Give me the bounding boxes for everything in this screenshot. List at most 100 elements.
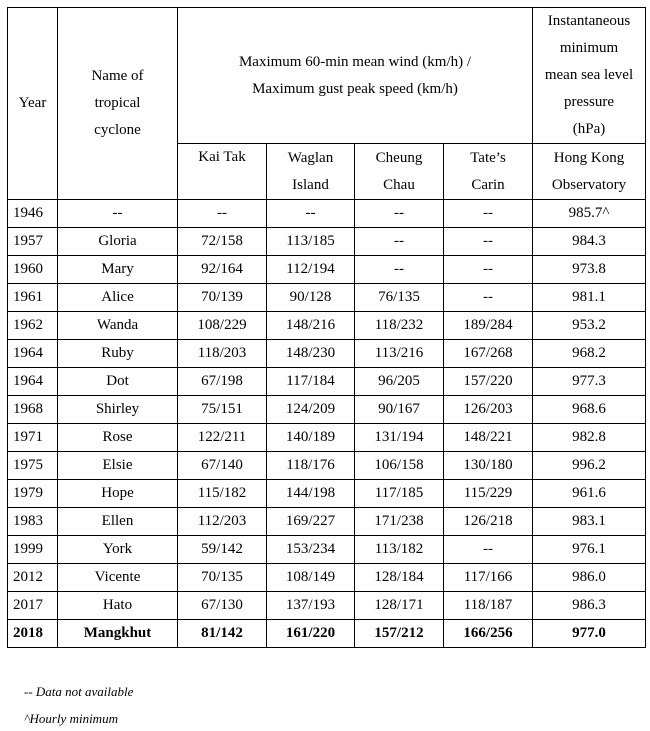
cell-waglan: 90/128: [266, 283, 355, 312]
header-station-cheung: Cheung Chau: [354, 143, 444, 200]
cell-pressure: 973.8: [532, 255, 646, 284]
cell-cheung: 113/216: [354, 339, 444, 368]
cell-kaitak: 112/203: [177, 507, 267, 536]
cell-pressure: 977.3: [532, 367, 646, 396]
cell-cheung: 128/184: [354, 563, 444, 592]
cell-waglan: 108/149: [266, 563, 355, 592]
cell-name: York: [57, 535, 178, 564]
cell-kaitak: 70/139: [177, 283, 267, 312]
cell-cheung: 117/185: [354, 479, 444, 508]
cell-cheung: 171/238: [354, 507, 444, 536]
cell-year: 1968: [7, 395, 58, 424]
station-line: Hong Kong: [553, 149, 625, 166]
cell-waglan: 113/185: [266, 227, 355, 256]
cell-name: Mary: [57, 255, 178, 284]
table-row: 1960 Mary 92/164 112/194 -- -- 973.8: [7, 255, 646, 284]
cell-pressure: 982.8: [532, 423, 646, 452]
cell-waglan: 137/193: [266, 591, 355, 620]
cell-year: 1962: [7, 311, 58, 340]
cell-kaitak: 67/130: [177, 591, 267, 620]
cell-waglan: 144/198: [266, 479, 355, 508]
cell-tates: 126/203: [443, 395, 533, 424]
cell-year: 1983: [7, 507, 58, 536]
station-line: Carin: [471, 176, 505, 193]
cell-tates: 130/180: [443, 451, 533, 480]
cell-year: 1975: [7, 451, 58, 480]
cell-tates: --: [443, 535, 533, 564]
table-row: 1962 Wanda 108/229 148/216 118/232 189/284 953…: [7, 311, 646, 340]
cell-name: Dot: [57, 367, 178, 396]
cell-kaitak: 59/142: [177, 535, 267, 564]
cell-pressure: 968.2: [532, 339, 646, 368]
cell-waglan: 148/230: [266, 339, 355, 368]
cell-year: 1961: [7, 283, 58, 312]
header-station-waglan: Waglan Island: [266, 143, 355, 200]
cell-tates: --: [443, 227, 533, 256]
cell-year: 1999: [7, 535, 58, 564]
cell-pressure: 981.1: [532, 283, 646, 312]
cell-pressure: 984.3: [532, 227, 646, 256]
cell-name: Alice: [57, 283, 178, 312]
header-wind-line: Maximum gust peak speed (km/h): [252, 80, 458, 97]
cell-pressure: 986.3: [532, 591, 646, 620]
cell-year: 2018: [7, 619, 58, 648]
cell-year: 2017: [7, 591, 58, 620]
cell-pressure: 983.1: [532, 507, 646, 536]
cell-name: Hope: [57, 479, 178, 508]
cell-waglan: 140/189: [266, 423, 355, 452]
note-data-not-available: -- Data not available: [24, 684, 134, 699]
cell-kaitak: 70/135: [177, 563, 267, 592]
cell-cheung: 157/212: [354, 619, 444, 648]
header-pressure: Instantaneous minimum mean sea level pre…: [532, 7, 646, 144]
cell-waglan: 118/176: [266, 451, 355, 480]
header-name: Name of tropical cyclone: [57, 7, 178, 200]
cell-kaitak: 92/164: [177, 255, 267, 284]
cell-waglan: --: [266, 199, 355, 228]
station-line: Tate’s: [470, 149, 506, 166]
cell-kaitak: 81/142: [177, 619, 267, 648]
cell-cheung: 128/171: [354, 591, 444, 620]
cell-cheung: --: [354, 199, 444, 228]
cell-kaitak: 122/211: [177, 423, 267, 452]
cell-pressure: 976.1: [532, 535, 646, 564]
cell-cheung: 76/135: [354, 283, 444, 312]
header-station-kaitak: Kai Tak: [177, 143, 267, 200]
cell-pressure: 985.7^: [532, 199, 646, 228]
cell-tates: 157/220: [443, 367, 533, 396]
header-name-line: Name of: [91, 68, 144, 84]
cell-kaitak: 115/182: [177, 479, 267, 508]
header-pressure-line: minimum: [559, 40, 619, 56]
station-line: Waglan: [287, 149, 334, 166]
cell-kaitak: --: [177, 199, 267, 228]
cell-waglan: 161/220: [266, 619, 355, 648]
table-row: 1964 Dot 67/198 117/184 96/205 157/220 977.3: [7, 367, 646, 396]
cell-cheung: 131/194: [354, 423, 444, 452]
cell-tates: 167/268: [443, 339, 533, 368]
cyclone-table: Year Name of tropical cyclone Maximum 60…: [7, 7, 646, 648]
cell-tates: 117/166: [443, 563, 533, 592]
station-line: Island: [292, 176, 329, 193]
header-pressure-line: Instantaneous: [547, 13, 631, 29]
header-year: Year: [7, 7, 58, 200]
cell-name: Ellen: [57, 507, 178, 536]
cell-pressure: 977.0: [532, 619, 646, 648]
header-pressure-line: mean sea level: [544, 67, 634, 83]
cell-waglan: 117/184: [266, 367, 355, 396]
cell-name: --: [57, 199, 178, 228]
cell-pressure: 968.6: [532, 395, 646, 424]
cell-kaitak: 108/229: [177, 311, 267, 340]
header-pressure-line: pressure: [564, 94, 614, 110]
table-row: 1961 Alice 70/139 90/128 76/135 -- 981.1: [7, 283, 646, 312]
header-station-hko: Hong Kong Observatory: [532, 143, 646, 200]
cell-year: 1964: [7, 339, 58, 368]
station-line: Chau: [383, 176, 415, 193]
cell-cheung: 96/205: [354, 367, 444, 396]
cell-tates: --: [443, 255, 533, 284]
table-row: 1968 Shirley 75/151 124/209 90/167 126/203 968…: [7, 395, 646, 424]
table-row: 1957 Gloria 72/158 113/185 -- -- 984.3: [7, 227, 646, 256]
header-name-line: cyclone: [94, 122, 141, 138]
cell-year: 1979: [7, 479, 58, 508]
cell-pressure: 961.6: [532, 479, 646, 508]
station-line: Cheung: [375, 149, 423, 166]
cell-name: Ruby: [57, 339, 178, 368]
